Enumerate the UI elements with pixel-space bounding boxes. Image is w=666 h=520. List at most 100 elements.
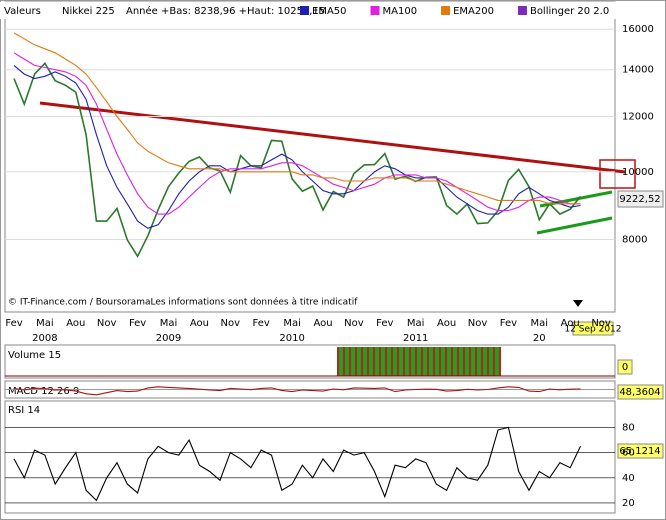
volume-bar xyxy=(475,347,477,376)
volume-bar xyxy=(493,347,495,376)
volume-bar xyxy=(439,347,441,376)
volume-bar xyxy=(353,347,355,376)
volume-bar xyxy=(345,347,347,376)
volume-bar xyxy=(383,347,385,376)
volume-bar xyxy=(343,347,345,376)
x-tick-label: Fev xyxy=(253,318,270,329)
volume-bar xyxy=(465,347,467,376)
volume-bar xyxy=(341,347,343,376)
subtitle: Année +Bas: 8238,96 +Haut: 10255,15 xyxy=(126,5,325,17)
header-label: Valeurs xyxy=(4,6,41,17)
volume-bar xyxy=(473,347,475,376)
legend-swatch xyxy=(441,6,451,15)
volume-bar xyxy=(449,347,451,376)
legend-swatch xyxy=(517,6,527,15)
volume-bar xyxy=(339,347,341,376)
x-year-label: 2010 xyxy=(279,333,304,344)
volume-bar xyxy=(423,347,425,376)
last-box xyxy=(617,443,664,459)
last-label: 65,1214 xyxy=(619,446,660,457)
volume-bar xyxy=(371,347,373,376)
volume-bar xyxy=(413,347,415,376)
footer: © IT-Finance.com / BoursoramaLes informa… xyxy=(8,297,358,308)
y-tick-label: 12000 xyxy=(622,111,654,122)
volume-bar xyxy=(355,347,357,376)
volume-bar xyxy=(403,347,405,376)
volume-bar xyxy=(359,347,361,376)
volume-bar xyxy=(489,347,491,376)
panel-title: RSI 14 xyxy=(8,405,40,416)
x-tick-label: Nov xyxy=(97,318,117,329)
volume-bar xyxy=(427,347,429,376)
legend-swatch xyxy=(370,6,380,15)
y-tick-label: 16000 xyxy=(622,24,654,35)
series-line xyxy=(13,426,581,502)
volume-bar xyxy=(417,347,419,376)
volume-bar xyxy=(485,347,487,376)
volume-bar xyxy=(421,347,423,376)
x-tick-label: Mai xyxy=(407,318,425,329)
x-tick-label: Mai xyxy=(283,318,301,329)
volume-bar xyxy=(385,347,387,376)
volume-bar xyxy=(411,347,413,376)
legend: Valeurs Nikkei 225 Année +Bas: 8238,96 +… xyxy=(0,2,660,19)
volume-bar xyxy=(477,347,479,376)
tick-box xyxy=(617,359,633,375)
x-tick-label: Nov xyxy=(468,318,488,329)
volume-bar xyxy=(405,347,407,376)
volume-bar xyxy=(459,347,461,376)
legend-entry: EMA50 xyxy=(312,6,347,17)
legend-entry: MA100 xyxy=(383,6,418,17)
volume-bar xyxy=(491,347,493,376)
volume-bar xyxy=(445,347,447,376)
volume-bar xyxy=(387,347,389,376)
legend-bg xyxy=(0,2,660,19)
x-year-label: 2008 xyxy=(32,333,57,344)
volume-bar xyxy=(495,347,497,376)
volume-bar xyxy=(425,347,427,376)
series-line xyxy=(13,52,581,215)
panel-title: MACD 12 26 9 xyxy=(8,386,79,397)
volume-bar xyxy=(401,347,403,376)
y-tick-label: 10000 xyxy=(622,167,654,178)
x-year-label: 2009 xyxy=(156,333,181,344)
channel-line xyxy=(536,216,613,235)
volume-bar xyxy=(499,347,501,376)
x-tick-label: Fev xyxy=(5,318,22,329)
y-tick-label: 60 xyxy=(622,448,635,459)
volume-bar xyxy=(363,347,365,376)
volume-bar xyxy=(351,347,353,376)
x-tick-label: Nov xyxy=(591,318,611,329)
x-tick-label: Aou xyxy=(561,318,580,329)
x-tick-label: Mai xyxy=(36,318,54,329)
volume-bar xyxy=(471,347,473,376)
volume-bar xyxy=(429,347,431,376)
volume-bar xyxy=(381,347,383,376)
volume-bar xyxy=(361,347,363,376)
x-tick-label: Nov xyxy=(221,318,241,329)
volume-bar xyxy=(377,347,379,376)
volume-bar xyxy=(461,347,463,376)
x-tick-label: Aou xyxy=(313,318,332,329)
volume-bar xyxy=(393,347,395,376)
last-label: 48,3604 xyxy=(619,387,660,398)
series-line xyxy=(13,61,582,258)
volume-bar xyxy=(365,347,367,376)
y-tick-label: 40 xyxy=(622,473,635,484)
legend-entry: Bollinger 20 2.0 xyxy=(530,6,609,17)
volume-bar xyxy=(391,347,393,376)
title: Nikkei 225 xyxy=(62,6,115,17)
volume-bar xyxy=(479,347,481,376)
volume-bar xyxy=(409,347,411,376)
date-label: 12 Sep 2012 xyxy=(564,325,621,335)
volume-bar xyxy=(389,347,391,376)
series-line xyxy=(13,386,581,396)
last-label: 9222,52 xyxy=(619,194,660,205)
x-tick-label: Fev xyxy=(129,318,146,329)
volume-bar xyxy=(497,347,499,376)
volume-bar xyxy=(443,347,445,376)
volume-bar xyxy=(415,347,417,376)
volume-bar xyxy=(453,347,455,376)
x-tick-label: Mai xyxy=(531,318,549,329)
